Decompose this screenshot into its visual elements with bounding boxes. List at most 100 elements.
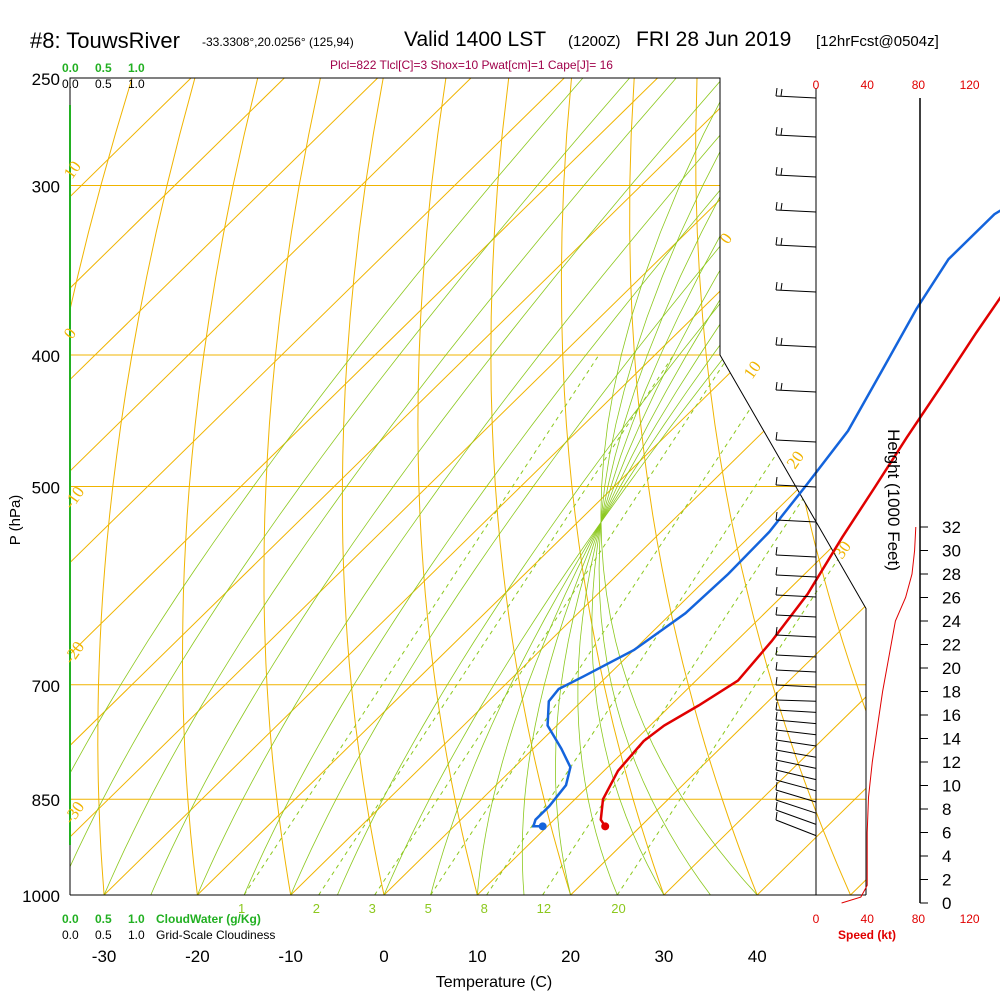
wind-barb (775, 719, 817, 725)
height-axis-label: Height (1000 Feet) (884, 429, 903, 571)
wind-barb-flag (775, 721, 778, 731)
isotherm-line (944, 78, 1000, 895)
wind-barb (775, 574, 817, 578)
forecast-info: [12hrFcst@0504z] (816, 33, 939, 50)
moist-adiabat-line (521, 78, 866, 895)
wind-barb (775, 614, 817, 618)
zulu-time: (1200Z) (568, 33, 621, 50)
wind-barb (775, 789, 817, 803)
wind-barb-flag (775, 801, 778, 811)
wind-barb (775, 819, 817, 837)
wind-barb (775, 699, 817, 702)
wind-barb-flag (775, 606, 778, 616)
isotherm-line (850, 78, 866, 895)
wind-barb-flag (775, 791, 778, 801)
wind-barb (775, 669, 817, 673)
height-tick-label: 18 (942, 683, 961, 702)
wind-barb-flag (775, 711, 778, 721)
isotherm-line (70, 78, 658, 895)
height-tick-label: 14 (942, 730, 961, 749)
cloud-scale-label: 0.5 (95, 912, 112, 926)
wind-barb (775, 389, 817, 393)
moist-adiabat-line (591, 78, 789, 895)
cloud-scale-label: 1.0 (128, 77, 145, 91)
stability-indices: Plcl=822 Tlcl[C]=3 Shox=10 Pwat[cm]=1 Ca… (330, 58, 613, 72)
wind-barb-flag (775, 586, 778, 596)
wind-barb-flag (780, 202, 783, 211)
wind-barb-flag (775, 691, 778, 701)
temperature-tick-label: 10 (468, 947, 487, 966)
wind-barb-flag (775, 811, 778, 821)
wind-barb (775, 594, 817, 598)
isotherm-label: 0 (716, 229, 736, 247)
mixing-ratio-label: 1 (238, 901, 245, 916)
dry-adiabat-line (0, 78, 7, 895)
pressure-tick-label: 1000 (22, 887, 60, 906)
mixing-ratio-line (616, 354, 866, 895)
wind-barb-flag (775, 761, 778, 771)
cloud-scale-label: 0.5 (95, 77, 112, 91)
cloud-scale-label: 1.0 (128, 928, 145, 942)
speed-axis-label: Speed (kt) (838, 928, 896, 942)
wind-barb (775, 519, 817, 523)
wind-barb-flag (775, 126, 778, 136)
isotherm-line (70, 78, 285, 895)
dry-adiabat-line (97, 78, 196, 895)
cloud-scale-label: 0.0 (62, 61, 79, 75)
cloud-scale-label: 0.0 (62, 912, 79, 926)
mixing-ratio-line (318, 354, 674, 895)
wind-barb (775, 654, 817, 658)
dry-adiabat-line (263, 78, 321, 895)
dry-adiabat-line (629, 78, 758, 895)
forecast-date: FRI 28 Jun 2019 (636, 28, 792, 51)
wind-barb (775, 809, 817, 825)
wind-barb-flag (775, 646, 778, 656)
wind-barb-flag (775, 781, 778, 791)
isotherm-line (476, 78, 866, 895)
pressure-tick-label: 500 (32, 479, 60, 498)
pressure-tick-label: 300 (32, 177, 60, 196)
moist-adiabat-line (70, 78, 630, 895)
wind-barb-flag (775, 336, 778, 346)
plot-area (0, 78, 1000, 895)
wind-barb-flag (775, 236, 778, 246)
moist-adiabat-line (555, 78, 845, 895)
wind-barb-flag (775, 741, 778, 751)
height-tick-label: 6 (942, 824, 951, 843)
moist-adiabat-line (150, 78, 724, 895)
wind-barb (775, 709, 817, 713)
dry-adiabat-line (417, 78, 478, 895)
wind-barb-flag (775, 676, 778, 686)
dry-adiabat-line (341, 78, 385, 895)
cloud-scale-label: 1.0 (128, 61, 145, 75)
isotherm-label: 20 (783, 447, 808, 472)
height-tick-label: 30 (942, 542, 961, 561)
temperature-tick-label: 20 (561, 947, 580, 966)
cloud-scale-label: 0.0 (62, 928, 79, 942)
cloud-scale-label: 0.5 (95, 61, 112, 75)
pressure-tick-label: 400 (32, 347, 60, 366)
wind-barb (775, 439, 817, 443)
isotherm-label: -20 (60, 638, 89, 667)
wind-barb (775, 554, 817, 558)
temperature-tick-label: 0 (379, 947, 388, 966)
speed-tick-top: 40 (861, 78, 875, 92)
mixing-ratio-label: 3 (369, 901, 376, 916)
wind-barb-flag (780, 282, 783, 291)
pressure-tick-label: 250 (32, 70, 60, 89)
pressure-tick-label: 850 (32, 791, 60, 810)
pressure-tick-label: 700 (32, 677, 60, 696)
height-tick-label: 8 (942, 800, 951, 819)
isotherm-line (70, 78, 565, 895)
wind-barb (775, 174, 817, 178)
temperature-tick-label: -20 (185, 947, 210, 966)
wind-barb (775, 749, 817, 758)
wind-barb-flag (775, 701, 778, 711)
speed-tick-bottom: 120 (960, 912, 980, 926)
wind-barb (775, 759, 817, 769)
wind-barb-flag (775, 431, 778, 441)
speed-tick-top: 0 (813, 78, 820, 92)
wind-barb-flag (775, 511, 778, 521)
wind-barb-flag (780, 167, 783, 176)
